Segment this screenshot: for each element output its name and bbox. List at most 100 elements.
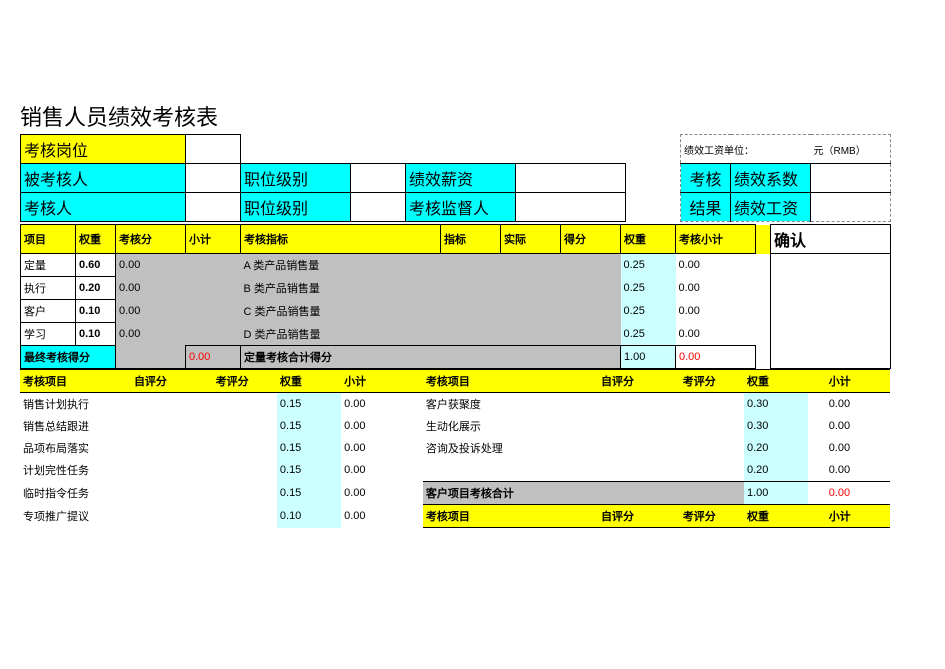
r1-points[interactable] xyxy=(561,277,621,300)
r1-target[interactable] xyxy=(441,254,501,277)
assessor-value[interactable] xyxy=(186,193,241,222)
col-subtotal2: 考核小计 xyxy=(676,225,756,254)
r1-w: 0.60 xyxy=(76,254,116,277)
joblevel1-value[interactable] xyxy=(351,164,406,193)
r1-name: 客户 xyxy=(21,300,76,323)
joblevel2-value[interactable] xyxy=(351,193,406,222)
coef-value[interactable] xyxy=(811,164,891,193)
r1-w: 0.10 xyxy=(76,300,116,323)
supervisor-value[interactable] xyxy=(516,193,626,222)
confirm-label: 确认 xyxy=(771,225,891,254)
section1-table: 项目 权重 考核分 小计 考核指标 指标 实际 得分 权重 考核小计 确认 定量… xyxy=(20,224,891,369)
r2-l-self[interactable] xyxy=(131,482,213,505)
r2-l-w: 0.15 xyxy=(277,415,341,437)
r1-indicator: A 类产品销售量 xyxy=(241,254,441,277)
r2-r-eval[interactable] xyxy=(680,437,744,459)
r2-l-eval[interactable] xyxy=(213,505,277,528)
confirm-area[interactable] xyxy=(771,254,891,277)
r2-hdr1: 考核项目 xyxy=(423,505,598,528)
r2-r-name: 咨询及投诉处理 xyxy=(423,437,598,459)
result2-label: 结果 xyxy=(681,193,731,222)
col-project: 项目 xyxy=(21,225,76,254)
col2-eval-r: 考评分 xyxy=(680,370,744,393)
r2-r-sub: 0.00 xyxy=(826,415,890,437)
confirm-area[interactable] xyxy=(771,323,891,346)
page-title: 销售人员绩效考核表 xyxy=(20,100,925,132)
col-target: 指标 xyxy=(441,225,501,254)
r2-r-self[interactable] xyxy=(598,415,680,437)
confirm-area[interactable] xyxy=(771,277,891,300)
r1-target[interactable] xyxy=(441,300,501,323)
r1-sub-blank xyxy=(186,254,241,277)
total1-sub: 0.00 xyxy=(676,346,756,369)
r1-score: 0.00 xyxy=(116,300,186,323)
r1-actual[interactable] xyxy=(501,277,561,300)
r2-l-self[interactable] xyxy=(131,505,213,528)
r1-points[interactable] xyxy=(561,254,621,277)
col2-eval: 考评分 xyxy=(213,370,277,393)
r2-total-sub: 0.00 xyxy=(826,482,890,505)
r2-l-eval[interactable] xyxy=(213,415,277,437)
r1-sub2: 0.00 xyxy=(676,323,756,346)
r2-l-eval[interactable] xyxy=(213,393,277,416)
wage-value[interactable] xyxy=(811,193,891,222)
confirm-area-last[interactable] xyxy=(771,346,891,369)
col-subtotal: 小计 xyxy=(186,225,241,254)
r2-l-self[interactable] xyxy=(131,393,213,416)
r2-l-self[interactable] xyxy=(131,415,213,437)
salary-value[interactable] xyxy=(516,164,626,193)
r2-l-eval[interactable] xyxy=(213,437,277,459)
r1-score: 0.00 xyxy=(116,254,186,277)
assessed-label: 被考核人 xyxy=(21,164,186,193)
r1-w2: 0.25 xyxy=(621,277,676,300)
col-weight: 权重 xyxy=(76,225,116,254)
r2-r-self[interactable] xyxy=(598,393,680,416)
col-weight2: 权重 xyxy=(621,225,676,254)
r2-r-name: 生动化展示 xyxy=(423,415,598,437)
r2-r-self[interactable] xyxy=(598,459,680,482)
r2-l-w: 0.15 xyxy=(277,393,341,416)
r1-actual[interactable] xyxy=(501,300,561,323)
col-indicator: 考核指标 xyxy=(241,225,441,254)
r2-l-sub: 0.00 xyxy=(341,415,405,437)
r1-points[interactable] xyxy=(561,300,621,323)
r2-l-self[interactable] xyxy=(131,459,213,482)
r1-score: 0.00 xyxy=(116,277,186,300)
header-table: 考核岗位 绩效工资单位： 元（RMB） 被考核人 职位级别 绩效薪资 考核 绩效… xyxy=(20,134,891,222)
r2-r-sub: 0.00 xyxy=(826,437,890,459)
r1-sub2: 0.00 xyxy=(676,277,756,300)
r2-l-self[interactable] xyxy=(131,437,213,459)
r2-r-w: 0.20 xyxy=(744,437,808,459)
r1-target[interactable] xyxy=(441,323,501,346)
r1-actual[interactable] xyxy=(501,254,561,277)
r2-l-name: 临时指令任务 xyxy=(20,482,131,505)
col2-subtotal: 小计 xyxy=(341,370,405,393)
r1-actual[interactable] xyxy=(501,323,561,346)
r2-r-eval[interactable] xyxy=(680,415,744,437)
position-value[interactable] xyxy=(186,135,241,164)
total1-score: 0.00 xyxy=(186,346,241,369)
r1-indicator: D 类产品销售量 xyxy=(241,323,441,346)
col-score: 考核分 xyxy=(116,225,186,254)
r2-r-eval[interactable] xyxy=(680,393,744,416)
assessed-value[interactable] xyxy=(186,164,241,193)
r2-l-name: 品项布局落实 xyxy=(20,437,131,459)
r2-l-w: 0.10 xyxy=(277,505,341,528)
r1-indicator: C 类产品销售量 xyxy=(241,300,441,323)
r1-points[interactable] xyxy=(561,323,621,346)
r2-l-w: 0.15 xyxy=(277,437,341,459)
r2-r-self[interactable] xyxy=(598,437,680,459)
confirm-area[interactable] xyxy=(771,300,891,323)
r2-l-eval[interactable] xyxy=(213,459,277,482)
col2-weight: 权重 xyxy=(277,370,341,393)
r2-l-w: 0.15 xyxy=(277,482,341,505)
r1-target[interactable] xyxy=(441,277,501,300)
col2-weight-r: 权重 xyxy=(744,370,808,393)
result-label: 考核 xyxy=(681,164,731,193)
r2-l-eval[interactable] xyxy=(213,482,277,505)
r1-sub-blank xyxy=(186,277,241,300)
r1-indicator: B 类产品销售量 xyxy=(241,277,441,300)
r2-hdr2: 自评分 xyxy=(598,505,680,528)
r2-total-label: 客户项目考核合计 xyxy=(423,482,598,505)
r2-r-eval[interactable] xyxy=(680,459,744,482)
